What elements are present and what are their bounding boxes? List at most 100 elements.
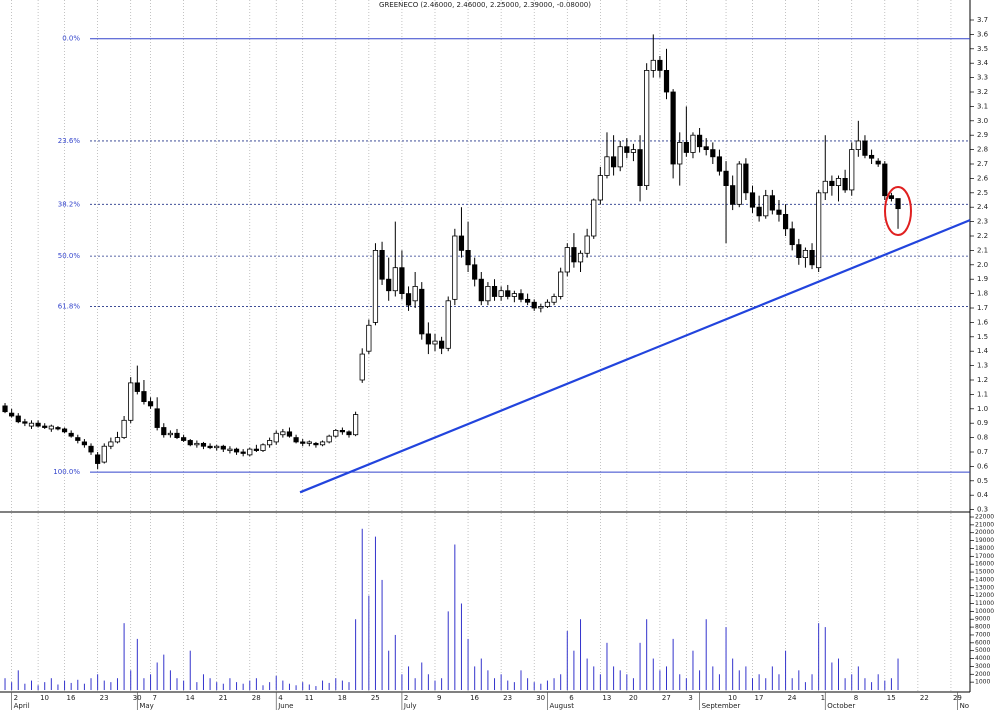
y-tick-label: 1.5 <box>977 333 988 341</box>
candle-body <box>683 141 689 153</box>
v-tick-label: 16000 <box>975 561 994 568</box>
candle-body <box>306 441 312 444</box>
candle-body <box>28 422 35 427</box>
candle-body <box>379 249 385 280</box>
candle-body <box>247 448 253 456</box>
y-tick-label: 1.0 <box>977 405 988 413</box>
v-tick-label: 8000 <box>975 624 990 631</box>
y-tick-label: 1.4 <box>977 347 989 355</box>
candle-body <box>445 300 451 349</box>
candle-body <box>419 288 425 335</box>
candle-body <box>809 249 815 266</box>
y-tick-label: 2.2 <box>977 232 988 240</box>
month-label: August <box>549 702 574 710</box>
candle-body <box>789 228 795 246</box>
candle-body <box>432 340 438 345</box>
candle-body <box>326 435 332 443</box>
x-tick-label: 24 <box>788 694 797 702</box>
y-tick-label: 2.0 <box>977 261 988 269</box>
candle-body <box>452 235 458 300</box>
candle-body <box>75 437 81 441</box>
candle-body <box>405 293 412 306</box>
candle-body <box>617 146 623 168</box>
y-tick-label: 0.8 <box>977 434 988 442</box>
candle-body <box>868 154 875 159</box>
v-tick-label: 11000 <box>975 600 994 607</box>
candle-body <box>300 441 306 444</box>
x-tick-label: 2 <box>14 694 18 702</box>
candle-body <box>723 170 729 186</box>
v-tick-label: 20000 <box>975 529 994 536</box>
y-tick-label: 1.8 <box>977 290 988 298</box>
candle-body <box>531 301 537 309</box>
candle-body <box>756 206 762 217</box>
candle-body <box>604 156 610 176</box>
candle-body <box>895 198 901 210</box>
x-tick-label: 7 <box>153 694 157 702</box>
candle-body <box>505 290 511 297</box>
candle-body <box>663 70 670 93</box>
candle-body <box>240 451 246 454</box>
v-tick-label: 4000 <box>975 655 990 662</box>
candle-body <box>524 298 531 303</box>
candle-body <box>736 163 742 205</box>
y-tick-label: 0.7 <box>977 448 988 456</box>
y-tick-label: 0.5 <box>977 477 988 485</box>
chart-title: GREENECO (2.46000, 2.46000, 2.25000, 2.3… <box>379 1 591 9</box>
candle-body <box>22 421 28 424</box>
y-tick-label: 2.5 <box>977 189 988 197</box>
month-label: October <box>827 702 855 710</box>
candle-body <box>558 271 564 297</box>
candle-body <box>372 249 379 323</box>
v-tick-label: 19000 <box>975 537 994 544</box>
candle-body <box>174 432 180 438</box>
candle-body <box>88 445 94 453</box>
candle-body <box>61 428 68 433</box>
candle-body <box>769 195 775 211</box>
y-tick-label: 1.7 <box>977 304 988 312</box>
candle-body <box>439 340 445 349</box>
candle-body <box>465 249 471 266</box>
v-tick-label: 3000 <box>975 663 990 670</box>
candle-body <box>194 442 200 446</box>
month-label: No <box>960 702 970 710</box>
fib-label: 38.2% <box>58 200 81 208</box>
y-tick-label: 0.3 <box>977 506 988 514</box>
candle-body <box>161 427 167 436</box>
x-tick-label: 3 <box>688 694 692 702</box>
x-tick-label: 11 <box>305 694 314 702</box>
candle-body <box>703 146 709 151</box>
y-tick-label: 3.0 <box>977 117 988 125</box>
candle-body <box>366 324 372 352</box>
x-tick-label: 4 <box>278 694 283 702</box>
candle-body <box>888 195 895 199</box>
candle-body <box>650 59 656 71</box>
y-tick-label: 3.2 <box>977 88 988 96</box>
candle-body <box>233 448 240 453</box>
fib-label: 100.0% <box>53 468 80 476</box>
x-tick-label: 10 <box>40 694 49 702</box>
candle-body <box>498 290 504 297</box>
x-tick-label: 20 <box>629 694 638 702</box>
x-tick-label: 2 <box>404 694 408 702</box>
candle-body <box>339 429 345 433</box>
candle-body <box>425 333 431 345</box>
x-tick-label: 16 <box>470 694 479 702</box>
candle-body <box>584 235 590 254</box>
candle-body <box>644 70 650 186</box>
candle-body <box>458 235 465 251</box>
candle-body <box>121 419 127 439</box>
v-tick-label: 12000 <box>975 592 994 599</box>
candle-body <box>710 149 716 158</box>
y-tick-label: 2.6 <box>977 174 989 182</box>
candle-body <box>491 285 498 297</box>
month-label: April <box>14 702 30 710</box>
candle-body <box>816 192 822 269</box>
candle-body <box>359 353 365 381</box>
y-tick-label: 1.1 <box>977 390 988 398</box>
highlight-circle <box>884 186 912 236</box>
x-tick-label: 16 <box>67 694 76 702</box>
x-tick-label: 27 <box>662 694 671 702</box>
y-tick-label: 2.4 <box>977 203 989 211</box>
